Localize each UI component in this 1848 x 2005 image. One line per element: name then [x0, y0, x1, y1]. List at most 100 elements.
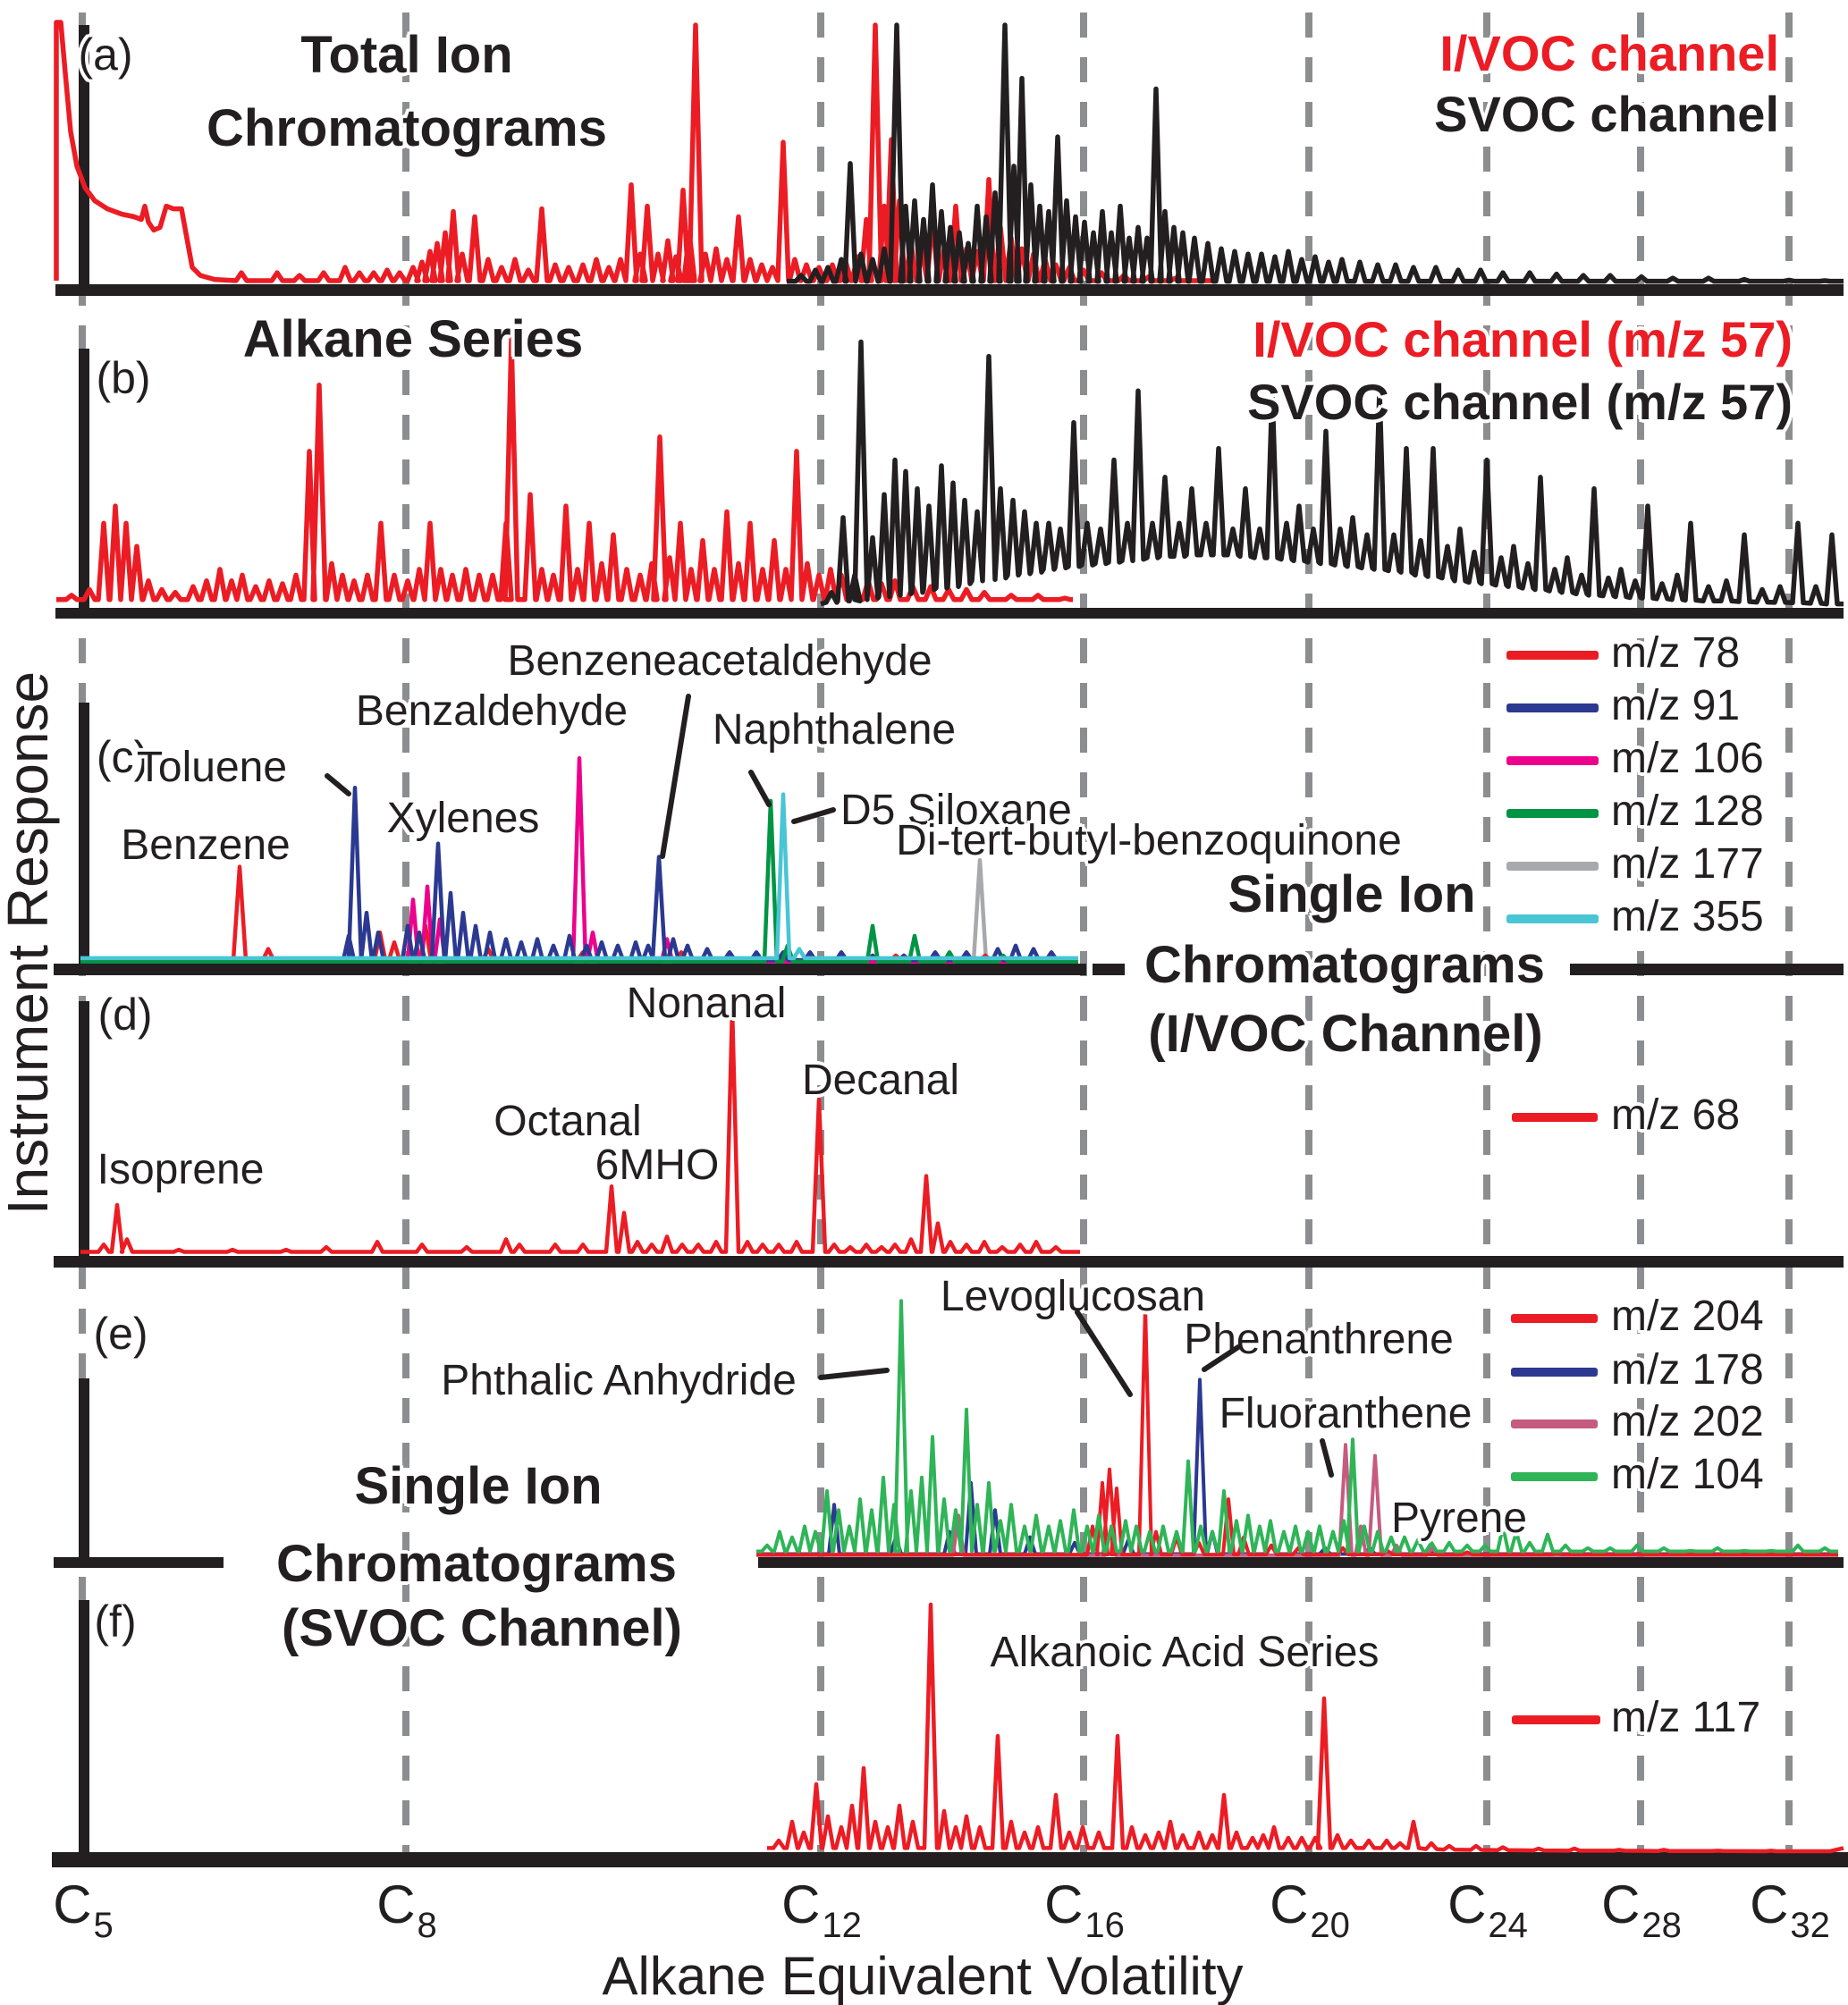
label-d: (d): [97, 989, 153, 1040]
legend-label-m-z-355: m/z 355: [1611, 893, 1764, 940]
pointer-c-1: [660, 694, 691, 859]
panel-c-baseline-2: [1570, 964, 1844, 975]
x-tick-base-c28: C: [1601, 1874, 1641, 1934]
legend-label-m-z-202: m/z 202: [1611, 1398, 1764, 1445]
x-tick-base-c12: C: [781, 1874, 821, 1934]
x-tick-sub-c32: 32: [1790, 1906, 1830, 1945]
label-single-ion: Single Ion: [354, 1457, 603, 1516]
pointer-e-1: [1075, 1310, 1133, 1397]
legend-line-m-z-204: [1511, 1314, 1598, 1323]
label-e: (e): [93, 1308, 148, 1359]
x-tick-c16: C16: [1044, 1874, 1125, 1945]
label-decanal: Decanal: [801, 1056, 960, 1104]
panel-d-traces: [80, 1005, 1080, 1254]
trace-a-svoc-channel: [787, 22, 1844, 284]
panel-c-baseline-0: [54, 964, 1086, 975]
label-i-voc-channel-m-z-57: I/VOC channel (m/z 57): [1253, 311, 1793, 368]
gridline-c24: [1483, 13, 1490, 1865]
x-tick-c28: C28: [1601, 1874, 1682, 1945]
label-chromatograms: Chromatograms: [1144, 936, 1545, 995]
panel-c-traces: [80, 755, 1078, 964]
label-single-ion: Single Ion: [1228, 865, 1476, 924]
x-tick-sub-c24: 24: [1488, 1906, 1528, 1945]
label-fluoranthene: Fluoranthene: [1219, 1389, 1472, 1437]
legend-line-m-z-178: [1511, 1368, 1598, 1377]
label-f: (f): [94, 1596, 137, 1647]
panel-a-baseline-0: [55, 284, 1844, 296]
label-naphthalene: Naphthalene: [712, 705, 957, 754]
gridline-c32: [1785, 13, 1793, 1865]
gridline-c20: [1305, 13, 1312, 1865]
x-tick-c24: C24: [1447, 1874, 1528, 1945]
legend-line-m-z-117: [1512, 1715, 1600, 1724]
panel-e-traces: [756, 1299, 1838, 1557]
panel-f-y-axis-spine: [79, 1600, 89, 1867]
x-tick-sub-c12: 12: [822, 1906, 862, 1945]
legend-line-m-z-78: [1506, 651, 1599, 660]
x-tick-c12: C12: [781, 1874, 862, 1945]
panel-a-traces: [54, 20, 1844, 284]
panel-b-y-axis-spine: [79, 349, 89, 619]
label-xylenes: Xylenes: [386, 794, 540, 842]
x-tick-sub-c28: 28: [1641, 1906, 1682, 1945]
label-isoprene: Isoprene: [97, 1145, 265, 1193]
pointer-e-0: [818, 1368, 890, 1380]
label-b: (b): [96, 352, 151, 403]
x-tick-c5: C5: [53, 1874, 114, 1945]
panel-b-traces: [56, 336, 1844, 607]
x-tick-sub-c8: 8: [417, 1906, 437, 1945]
x-tick-c32: C32: [1750, 1874, 1830, 1945]
label-6mho: 6MHO: [595, 1141, 720, 1189]
legend-label-m-z-78: m/z 78: [1611, 629, 1741, 677]
legend-label-m-z-128: m/z 128: [1611, 788, 1764, 835]
trace-b-svoc-channel-m-z-57: [820, 339, 1844, 607]
legend-label-m-z-91: m/z 91: [1611, 682, 1741, 729]
legend-label-m-z-204: m/z 204: [1611, 1293, 1764, 1340]
x-tick-c8: C8: [376, 1874, 437, 1945]
trace-c-m-z-128: [80, 798, 1078, 964]
x-tick-c20: C20: [1270, 1874, 1350, 1945]
label-di-tert-butyl-benzoquinone: Di-tert-butyl-benzoquinone: [896, 816, 1402, 864]
x-tick-sub-c20: 20: [1310, 1906, 1350, 1945]
legend-label-m-z-178: m/z 178: [1611, 1346, 1764, 1394]
label-svoc-channel: (SVOC Channel): [282, 1599, 682, 1658]
legend-line-m-z-68: [1512, 1113, 1598, 1122]
trace-e-m-z-104: [756, 1299, 1838, 1554]
gridline-c12: [817, 13, 824, 1865]
label-a: (a): [78, 29, 133, 80]
label-c: (c): [96, 731, 149, 782]
label-total-ion: Total Ion: [300, 26, 513, 85]
x-tick-base-c16: C: [1044, 1874, 1084, 1934]
label-chromatograms: Chromatograms: [276, 1535, 677, 1594]
label-phthalic-anhydride: Phthalic Anhydride: [441, 1356, 797, 1404]
x-tick-base-c20: C: [1270, 1874, 1309, 1934]
label-octanal: Octanal: [494, 1097, 642, 1145]
label-pyrene: Pyrene: [1390, 1494, 1528, 1542]
panel-a-y-axis-spine: [79, 25, 89, 296]
legend-line-m-z-104: [1511, 1472, 1598, 1481]
label-i-voc-channel: I/VOC channel: [1439, 25, 1779, 82]
legend-label-m-z-104: m/z 104: [1611, 1451, 1764, 1498]
panel-d-baseline-0: [54, 1256, 1844, 1268]
x-tick-base-c8: C: [376, 1874, 416, 1934]
legend-label-m-z-68: m/z 68: [1611, 1091, 1741, 1139]
panel-d-y-axis-spine: [79, 1001, 89, 1268]
legend-line-m-z-355: [1506, 914, 1599, 923]
pointer-e-2: [1202, 1344, 1241, 1372]
panel-b-baseline-0: [55, 608, 1844, 619]
label-svoc-channel-m-z-57: SVOC channel (m/z 57): [1247, 374, 1793, 431]
trace-f-m-z-117: [767, 1602, 1844, 1854]
pointer-c-2: [748, 770, 772, 807]
panel-f-baseline-0: [52, 1852, 1848, 1867]
legend-line-m-z-128: [1506, 809, 1599, 818]
label-toluene: Toluene: [136, 743, 288, 791]
legend-label-m-z-106: m/z 106: [1611, 735, 1764, 782]
legend-label-m-z-117: m/z 117: [1611, 1694, 1761, 1741]
legend-line-m-z-106: [1506, 756, 1599, 765]
gridline-c16: [1080, 13, 1087, 1865]
x-tick-sub-c16: 16: [1084, 1906, 1125, 1945]
label-alkane-series: Alkane Series: [242, 310, 584, 369]
pointer-c-3: [791, 807, 836, 824]
